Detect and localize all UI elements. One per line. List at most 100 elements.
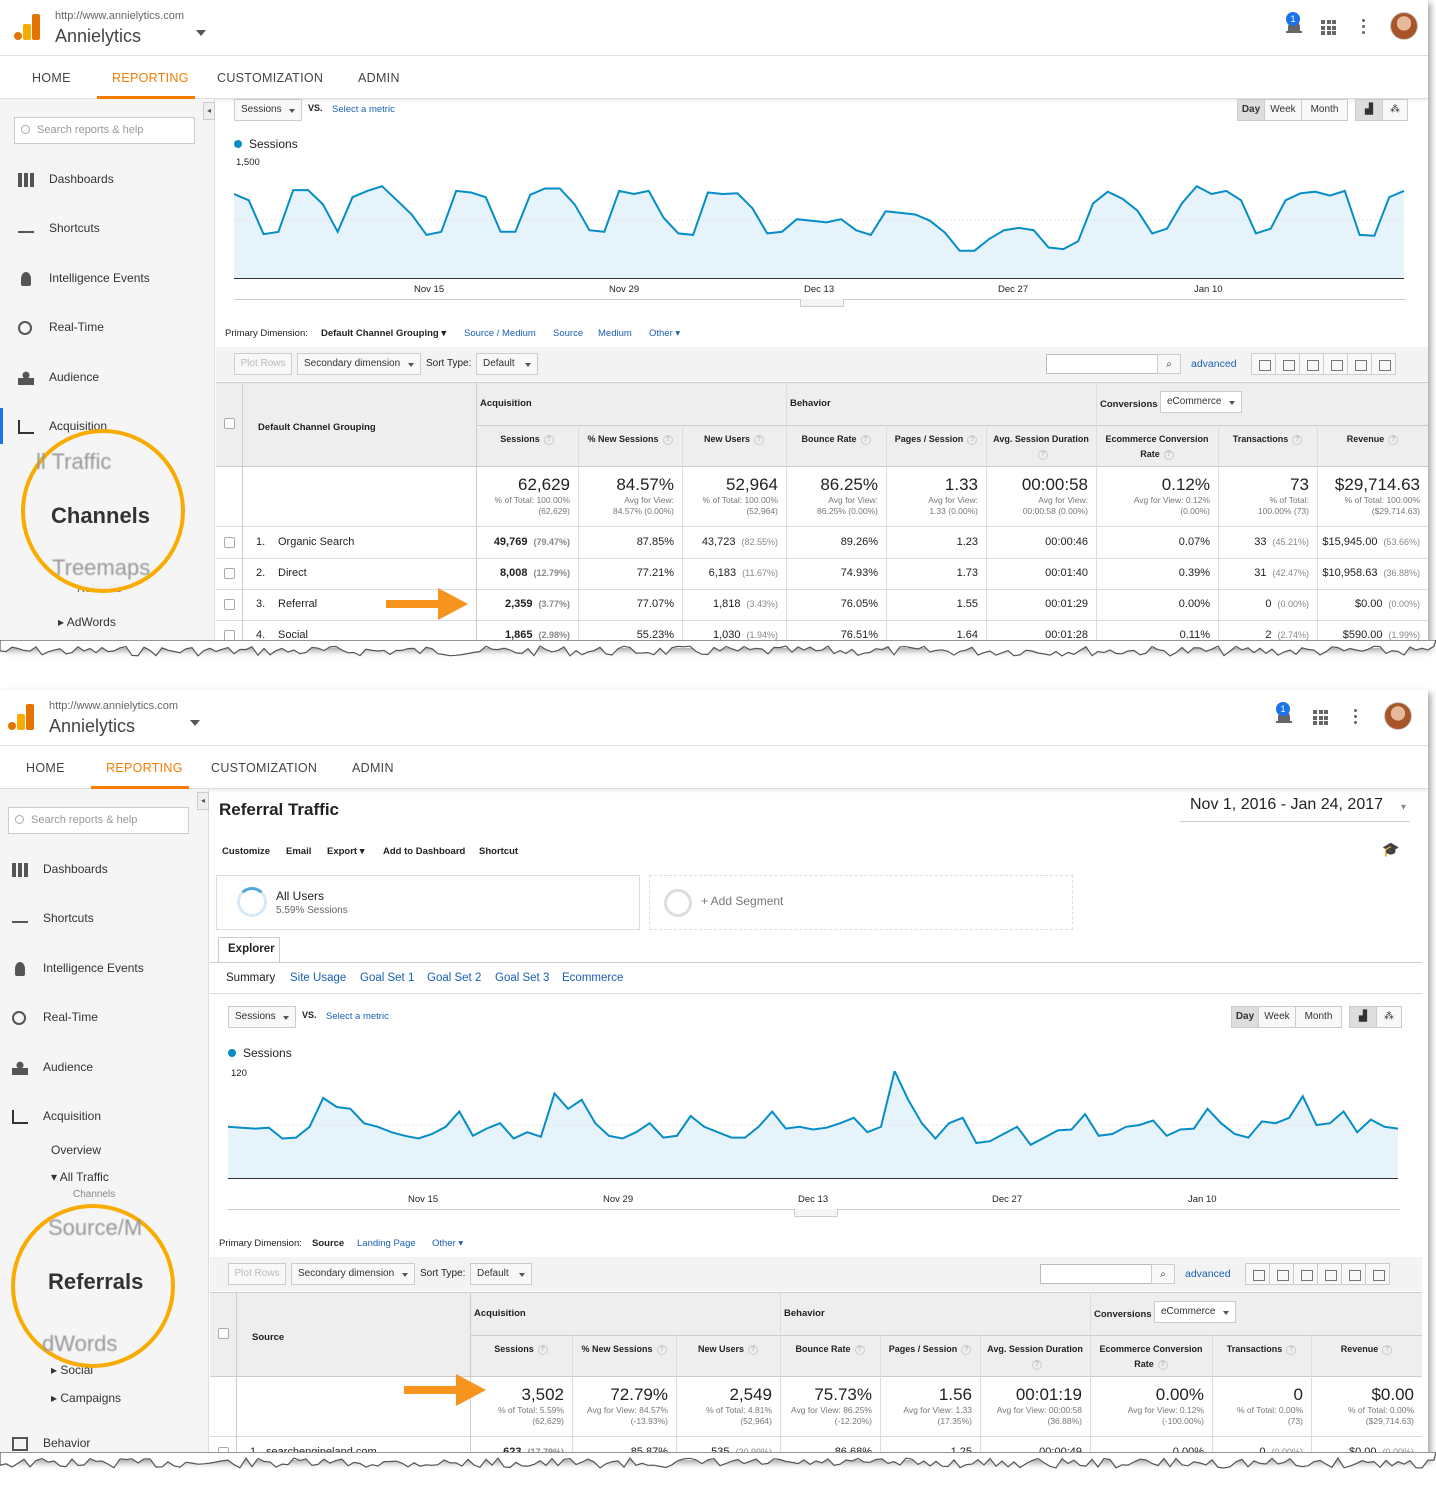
apps-grid-icon[interactable] [1313, 710, 1328, 725]
help-icon[interactable]: ? [1286, 1344, 1297, 1355]
nav-admin[interactable]: ADMIN [358, 71, 400, 85]
column-header-6[interactable]: Ecommerce Conversion Rate? [1096, 1342, 1206, 1372]
interval-week-button[interactable]: Week [1258, 1006, 1296, 1028]
interval-week-button[interactable]: Week [1264, 99, 1302, 121]
select-metric-link[interactable]: Select a metric [326, 1011, 389, 1022]
subtab-goal-set-2[interactable]: Goal Set 2 [427, 972, 482, 984]
intelligence-hat-icon[interactable]: 🎓 [1382, 841, 1400, 857]
sidebar-item-campaigns[interactable]: ▸ Campaigns [51, 1391, 121, 1405]
collapse-sidebar-button[interactable]: ◂ [203, 102, 215, 120]
export-button[interactable]: Export ▾ [327, 846, 365, 857]
primary-dimension-active[interactable]: Default Channel Grouping ▾ [321, 328, 447, 339]
add-to-dashboard-button[interactable]: Add to Dashboard [383, 846, 466, 857]
help-icon[interactable]: ? [1388, 434, 1399, 445]
search-input[interactable]: Search reports & help [14, 117, 195, 144]
column-header-0[interactable]: Sessions? [476, 1342, 566, 1357]
help-icon[interactable]: ? [1292, 434, 1303, 445]
nav-home[interactable]: HOME [26, 761, 65, 775]
column-header-5[interactable]: Avg. Session Duration? [992, 432, 1090, 462]
more-options-icon[interactable] [1354, 709, 1358, 727]
column-header-4[interactable]: Pages / Session? [886, 1342, 974, 1357]
row-checkbox[interactable] [224, 568, 235, 579]
sidebar-item-dashboards[interactable]: Dashboards [12, 862, 108, 877]
segment-all-users[interactable]: All Users 5.59% Sessions [216, 875, 640, 930]
nav-customization[interactable]: CUSTOMIZATION [217, 71, 324, 85]
metric-select[interactable]: Sessions [234, 99, 302, 121]
avatar[interactable] [1384, 702, 1412, 730]
help-icon[interactable]: ? [748, 1344, 759, 1355]
subtab-summary[interactable]: Summary [226, 972, 276, 984]
help-icon[interactable]: ? [656, 1344, 667, 1355]
advanced-filter-link[interactable]: advanced [1185, 1268, 1231, 1280]
search-input[interactable]: Search reports & help [8, 807, 189, 834]
nav-reporting[interactable]: REPORTING [106, 761, 183, 775]
row-dimension-link[interactable]: Social [278, 629, 308, 641]
primary-dimension-active[interactable]: Source [312, 1238, 345, 1249]
row-dimension-link[interactable]: Referral [278, 598, 318, 610]
email-button[interactable]: Email [286, 846, 312, 857]
secondary-dimension-select[interactable]: Secondary dimension [297, 353, 421, 375]
tab-explorer[interactable]: Explorer [218, 937, 280, 962]
column-header-1[interactable]: % New Sessions? [584, 432, 676, 447]
more-options-icon[interactable] [1362, 19, 1366, 37]
advanced-filter-link[interactable]: advanced [1191, 358, 1237, 370]
sidebar-item-all-traffic[interactable]: ▾ All Traffic [51, 1170, 109, 1184]
account-dropdown-icon[interactable] [196, 30, 206, 36]
nav-admin[interactable]: ADMIN [352, 761, 394, 775]
sort-type-select[interactable]: Default [476, 353, 538, 375]
motion-chart-icon[interactable]: ⁂ [1382, 99, 1408, 121]
sidebar-item-intelligence[interactable]: Intelligence Events [12, 961, 144, 976]
conversion-type-select[interactable]: eCommerce [1154, 1301, 1236, 1323]
column-header-6[interactable]: Ecommerce Conversion Rate? [1102, 432, 1212, 462]
analytics-logo-icon[interactable] [14, 14, 40, 40]
sort-type-select[interactable]: Default [470, 1263, 532, 1285]
sidebar-item-behavior[interactable]: Behavior [12, 1436, 90, 1451]
secondary-dimension-select[interactable]: Secondary dimension [291, 1263, 415, 1285]
plot-rows-button[interactable]: Plot Rows [228, 1263, 286, 1285]
column-header-1[interactable]: % New Sessions? [578, 1342, 670, 1357]
dimension-other[interactable]: Other ▾ [649, 328, 681, 339]
help-icon[interactable]: ? [1382, 1344, 1393, 1355]
select-all-checkbox[interactable] [224, 418, 235, 429]
row-dimension-link[interactable]: Direct [278, 567, 307, 579]
nav-customization[interactable]: CUSTOMIZATION [211, 761, 318, 775]
column-header-2[interactable]: New Users? [688, 432, 780, 447]
shortcut-button[interactable]: Shortcut [479, 846, 519, 857]
plot-rows-button[interactable]: Plot Rows [234, 353, 292, 375]
help-icon[interactable]: ? [1163, 449, 1174, 460]
column-header-4[interactable]: Pages / Session? [892, 432, 980, 447]
help-icon[interactable]: ? [1032, 1359, 1042, 1370]
collapse-sidebar-button[interactable]: ◂ [197, 792, 209, 810]
nav-reporting[interactable]: REPORTING [112, 71, 189, 85]
column-header-0[interactable]: Sessions? [482, 432, 572, 447]
interval-day-button[interactable]: Day [1237, 99, 1265, 121]
date-range-picker[interactable]: Nov 1, 2016 - Jan 24, 2017 ▾ [1180, 794, 1410, 822]
avatar[interactable] [1390, 12, 1418, 40]
help-icon[interactable]: ? [537, 1344, 548, 1355]
sidebar-item-shortcuts[interactable]: Shortcuts [18, 221, 100, 235]
subtab-goal-set-1[interactable]: Goal Set 1 [360, 972, 415, 984]
sidebar-item-adwords[interactable]: ▸ AdWords [58, 615, 116, 629]
analytics-logo-icon[interactable] [8, 704, 34, 730]
motion-chart-icon[interactable]: ⁂ [1376, 1006, 1402, 1028]
help-icon[interactable]: ? [543, 434, 554, 445]
column-header-2[interactable]: New Users? [682, 1342, 774, 1357]
dimension-source[interactable]: Source [553, 328, 584, 339]
sidebar-item-overview[interactable]: Overview [51, 1143, 102, 1157]
first-column-header[interactable]: Default Channel Grouping [258, 422, 376, 433]
notification-bell-icon[interactable] [1286, 18, 1302, 36]
account-name[interactable]: Annielytics [49, 716, 136, 736]
dimension-landing-page[interactable]: Landing Page [357, 1238, 416, 1249]
help-icon[interactable]: ? [1157, 1359, 1168, 1370]
help-icon[interactable]: ? [860, 434, 871, 445]
sidebar-item-acquisition[interactable]: Acquisition [12, 1109, 101, 1124]
sidebar-item-shortcuts[interactable]: Shortcuts [12, 911, 94, 925]
sidebar-item-audience[interactable]: Audience [18, 370, 99, 385]
sidebar-item-dashboards[interactable]: Dashboards [18, 172, 114, 187]
table-view-icons[interactable] [1251, 353, 1396, 375]
select-all-checkbox[interactable] [218, 1328, 229, 1339]
chart-resize-handle[interactable] [794, 1209, 838, 1217]
interval-month-button[interactable]: Month [1301, 99, 1348, 121]
sidebar-item-intelligence[interactable]: Intelligence Events [18, 271, 150, 286]
row-checkbox[interactable] [224, 537, 235, 548]
